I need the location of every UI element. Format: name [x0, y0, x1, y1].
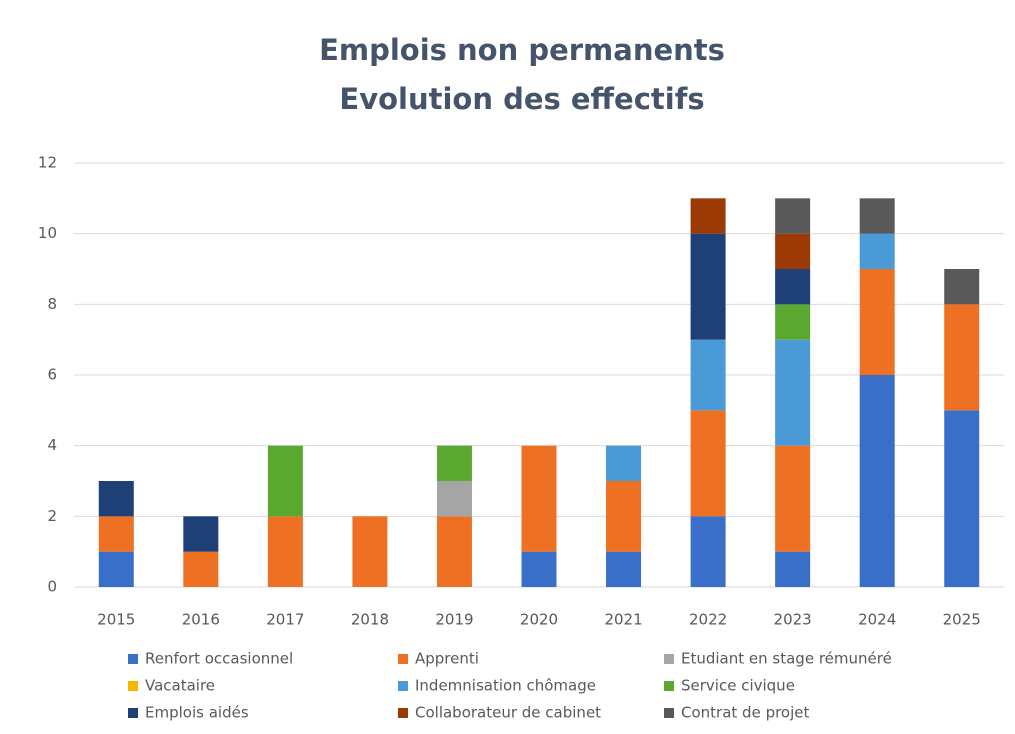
x-tick-label: 2018: [351, 611, 389, 629]
bar-segment: [690, 233, 726, 340]
bar-segment: [183, 516, 219, 552]
y-tick-label: 6: [47, 366, 57, 384]
y-tick-label: 10: [38, 224, 57, 242]
x-tick-label: 2022: [689, 611, 727, 629]
bar-segment: [98, 551, 134, 587]
x-tick-label: 2025: [943, 611, 981, 629]
bar-segment: [606, 551, 642, 587]
y-tick-label: 2: [47, 507, 57, 525]
legend-swatch: [398, 654, 408, 664]
bar-segment: [859, 233, 895, 269]
bar-segment: [436, 516, 472, 587]
bar-segment: [690, 339, 726, 411]
x-tick-label: 2015: [97, 611, 135, 629]
y-tick-label: 12: [38, 154, 57, 172]
bar-segment: [436, 481, 472, 517]
bar-segment: [690, 198, 726, 234]
y-tick-label: 8: [47, 295, 57, 313]
bar-segment: [775, 269, 811, 305]
legend-swatch: [128, 708, 138, 718]
legend-label: Emplois aidés: [145, 704, 249, 722]
bar-segment: [775, 445, 811, 552]
legend-label: Etudiant en stage rémunéré: [681, 650, 892, 668]
x-tick-label: 2016: [182, 611, 220, 629]
legend-label: Renfort occasionnel: [145, 650, 293, 668]
bar-segment: [775, 551, 811, 587]
bar-segment: [436, 445, 472, 481]
x-tick-label: 2020: [520, 611, 558, 629]
legend-swatch: [664, 708, 674, 718]
x-tick-label: 2017: [266, 611, 304, 629]
y-tick-label: 0: [47, 578, 57, 596]
bar-segment: [267, 445, 303, 517]
legend-swatch: [664, 681, 674, 691]
y-tick-label: 4: [47, 436, 57, 454]
legend-label: Indemnisation chômage: [415, 677, 596, 695]
bar-segment: [775, 233, 811, 269]
bar-segment: [944, 304, 980, 411]
legend-label: Contrat de projet: [681, 704, 809, 722]
bar-segment: [944, 269, 980, 305]
bar-segment: [521, 445, 557, 552]
legend-swatch: [664, 654, 674, 664]
chart-subtitle: Evolution des effectifs: [339, 82, 704, 116]
x-tick-label: 2024: [858, 611, 896, 629]
bar-segment: [775, 304, 811, 340]
bar-segment: [98, 516, 134, 552]
bar-segment: [267, 516, 303, 587]
bar-segment: [183, 551, 219, 587]
bar-segment: [690, 516, 726, 587]
bar-segment: [98, 481, 134, 517]
legend-label: Collaborateur de cabinet: [415, 704, 601, 722]
x-tick-label: 2019: [435, 611, 473, 629]
legend-swatch: [398, 681, 408, 691]
legend-swatch: [398, 708, 408, 718]
legend-label: Vacataire: [145, 677, 215, 695]
bar-segment: [690, 410, 726, 517]
bar-segment: [521, 551, 557, 587]
legend-label: Apprenti: [415, 650, 479, 668]
bar-segment: [859, 198, 895, 234]
bar-segment: [606, 445, 642, 481]
x-tick-label: 2023: [774, 611, 812, 629]
chart-title: Emplois non permanents: [319, 33, 725, 67]
bar-segment: [944, 410, 980, 587]
legend-swatch: [128, 681, 138, 691]
bar-segment: [775, 198, 811, 234]
x-tick-label: 2021: [604, 611, 642, 629]
bar-segment: [775, 339, 811, 446]
bar-segment: [606, 481, 642, 552]
legend-label: Service civique: [681, 677, 795, 695]
bar-segment: [352, 516, 388, 587]
legend-swatch: [128, 654, 138, 664]
bar-segment: [859, 375, 895, 587]
bar-segment: [859, 269, 895, 375]
